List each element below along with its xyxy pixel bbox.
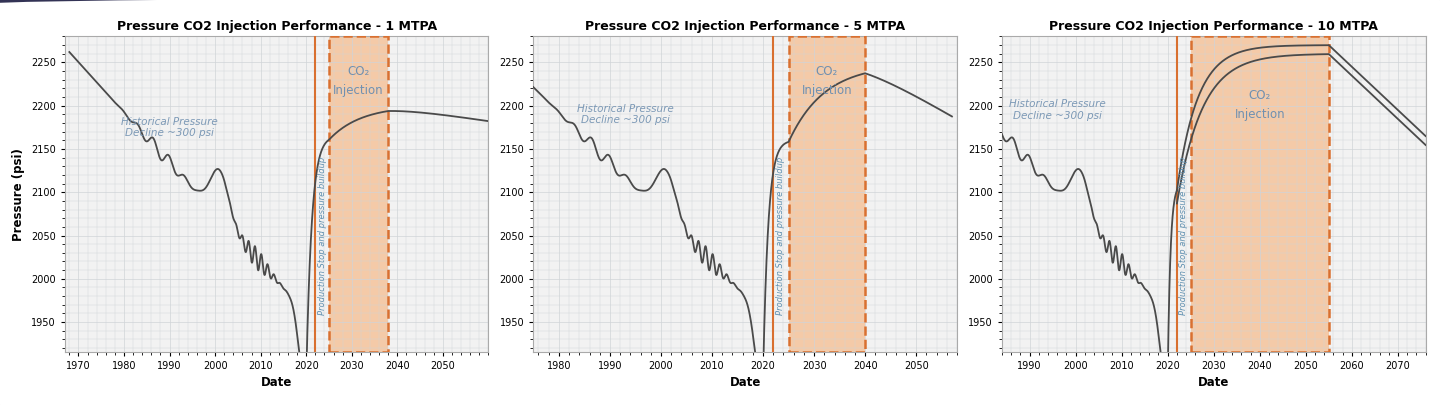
Text: CO₂: CO₂ <box>815 64 838 78</box>
Text: Injection: Injection <box>802 83 852 97</box>
Text: CO₂: CO₂ <box>1248 89 1272 102</box>
Bar <box>328 36 389 352</box>
Text: Injection: Injection <box>333 83 384 97</box>
Y-axis label: Pressure (psi): Pressure (psi) <box>13 148 26 241</box>
Text: CO₂: CO₂ <box>347 64 370 78</box>
Bar <box>1191 36 1329 352</box>
X-axis label: Date: Date <box>730 375 760 388</box>
Text: Historical Pressure
Decline ~300 psi: Historical Pressure Decline ~300 psi <box>1009 99 1106 121</box>
X-axis label: Date: Date <box>1198 375 1230 388</box>
Title: Pressure CO2 Injection Performance - 5 MTPA: Pressure CO2 Injection Performance - 5 M… <box>585 19 906 32</box>
Bar <box>1191 36 1329 352</box>
Title: Pressure CO2 Injection Performance - 1 MTPA: Pressure CO2 Injection Performance - 1 M… <box>117 19 436 32</box>
Text: Injection: Injection <box>1234 108 1284 121</box>
Bar <box>789 36 865 352</box>
Text: Historical Pressure
Decline ~300 psi: Historical Pressure Decline ~300 psi <box>577 104 674 125</box>
Text: Production Stop and pressure buildup: Production Stop and pressure buildup <box>776 156 785 315</box>
Bar <box>328 36 389 352</box>
Text: Production Stop and pressure buildup: Production Stop and pressure buildup <box>318 156 327 315</box>
Title: Pressure CO2 Injection Performance - 10 MTPA: Pressure CO2 Injection Performance - 10 … <box>1050 19 1378 32</box>
Text: Historical Pressure
Decline ~300 psi: Historical Pressure Decline ~300 psi <box>121 117 217 138</box>
Bar <box>789 36 865 352</box>
X-axis label: Date: Date <box>261 375 292 388</box>
Text: Production Stop and pressure buildup: Production Stop and pressure buildup <box>1179 156 1188 315</box>
